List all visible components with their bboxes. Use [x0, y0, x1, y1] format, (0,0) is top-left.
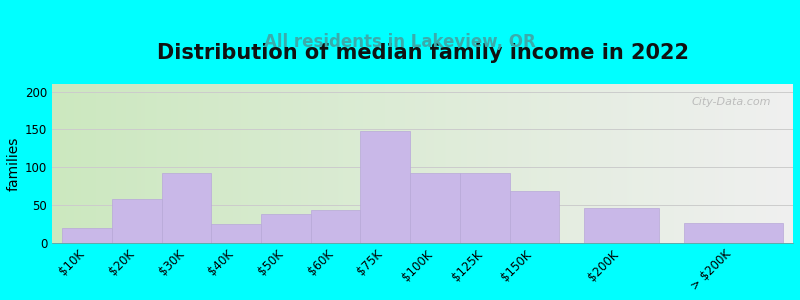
Bar	[112, 199, 162, 243]
Text: All residents in Lakeview, OR: All residents in Lakeview, OR	[264, 33, 536, 51]
Bar	[361, 131, 410, 243]
Bar	[261, 214, 310, 243]
Y-axis label: families: families	[7, 136, 21, 191]
Bar	[211, 224, 261, 243]
Text: City-Data.com: City-Data.com	[691, 97, 771, 107]
Bar	[510, 191, 559, 243]
Bar	[460, 173, 510, 243]
Title: Distribution of median family income in 2022: Distribution of median family income in …	[157, 43, 689, 63]
Bar	[62, 228, 112, 243]
Bar	[584, 208, 659, 243]
Bar	[410, 173, 460, 243]
Bar	[162, 172, 211, 243]
Bar	[684, 223, 783, 243]
Bar	[310, 210, 361, 243]
